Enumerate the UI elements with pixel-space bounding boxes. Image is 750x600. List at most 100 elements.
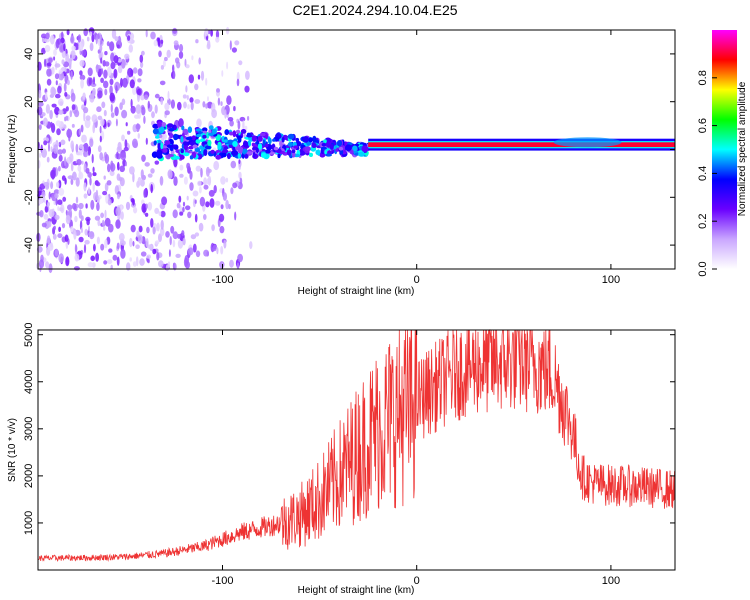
heatmap-cell	[92, 166, 95, 173]
heatmap-cell	[160, 65, 164, 70]
heatmap-cell	[295, 137, 300, 142]
snr-ticks: -100 0 100 1000 2000 3000 4000 5000	[23, 322, 675, 587]
heatmap-cell	[67, 204, 73, 211]
heatmap-cell	[46, 156, 50, 163]
heatmap-cell	[87, 150, 91, 157]
heatmap-cell	[237, 136, 242, 143]
heatmap-cell	[156, 149, 163, 157]
y-tick-label: -40	[23, 237, 35, 253]
heatmap-cell	[48, 142, 50, 152]
heatmap-cell	[129, 237, 133, 248]
spectrogram-xlabel: Height of straight line (km)	[298, 286, 415, 297]
heatmap-cell	[210, 149, 215, 154]
heatmap-cell	[118, 233, 125, 242]
heatmap-cell	[202, 101, 206, 108]
heatmap-cell	[120, 240, 126, 246]
heatmap-cell	[78, 209, 82, 219]
heatmap-cell	[104, 51, 108, 56]
heatmap-cell	[50, 146, 53, 153]
heatmap-cell	[39, 152, 42, 158]
heatmap-cell	[53, 144, 59, 155]
heatmap-cell	[129, 79, 135, 89]
heatmap-cell	[187, 211, 192, 219]
heatmap-cell	[57, 233, 63, 239]
heatmap-cell	[224, 109, 227, 119]
snr-xlabel: Height of straight line (km)	[298, 585, 415, 596]
heatmap-cell	[120, 248, 126, 259]
heatmap-cell	[143, 115, 146, 124]
heatmap-cell	[107, 163, 111, 173]
heatmap-cell	[251, 135, 257, 142]
heatmap-cell	[234, 40, 240, 46]
heatmap-cell	[82, 143, 89, 152]
heatmap-cell	[201, 141, 208, 145]
heatmap-cell	[38, 83, 41, 92]
colorbar-tick-label: 0.8	[697, 70, 709, 85]
heatmap-cell	[235, 129, 241, 134]
heatmap-cell	[178, 195, 182, 203]
x-tick-label: -100	[211, 274, 233, 286]
heatmap-cell	[43, 213, 49, 220]
heatmap-cell	[217, 143, 222, 150]
colorbar-gradient	[712, 30, 737, 269]
heatmap-cell	[110, 112, 115, 118]
heatmap-cell	[146, 254, 151, 259]
heatmap-cell	[91, 33, 95, 43]
heatmap-cell	[97, 90, 103, 99]
heatmap-cell	[287, 133, 295, 140]
heatmap-cell	[48, 57, 53, 63]
heatmap-cell	[167, 154, 175, 157]
heatmap-cell	[54, 106, 60, 115]
heatmap-cell	[230, 187, 234, 195]
x-tick-label: 100	[602, 575, 620, 587]
heatmap-cell	[117, 65, 123, 74]
heatmap-cell	[55, 80, 58, 86]
heatmap-cell	[125, 201, 131, 211]
heatmap-cell	[175, 253, 181, 258]
heatmap-cell	[226, 95, 232, 106]
heatmap-cell	[194, 99, 201, 104]
heatmap-cell	[252, 152, 256, 158]
heatmap-cell	[45, 32, 50, 40]
snr-ylabel: SNR (10 * v/v)	[7, 418, 18, 482]
heatmap-cell	[189, 170, 193, 180]
heatmap-cell	[84, 239, 90, 245]
heatmap-cell	[147, 173, 153, 178]
heatmap-cell	[119, 102, 123, 110]
heatmap-cell	[143, 94, 149, 100]
heatmap-cell	[119, 165, 125, 173]
heatmap-cell	[260, 152, 267, 158]
heatmap-cell	[134, 114, 140, 119]
heatmap-cell	[312, 135, 317, 143]
heatmap-cell	[132, 141, 138, 149]
y-tick-label: 3000	[23, 417, 35, 441]
heatmap-cell	[178, 118, 184, 128]
heatmap-cell	[77, 165, 82, 172]
heatmap-cell	[44, 206, 49, 213]
heatmap-cell	[188, 74, 194, 84]
heatmap-cell	[74, 253, 80, 262]
heatmap-cell	[86, 36, 90, 42]
heatmap-cell	[104, 154, 110, 164]
heatmap-cell	[61, 31, 64, 39]
heatmap-cell	[173, 155, 180, 160]
heatmap-cell	[88, 225, 90, 232]
heatmap-cell	[170, 225, 175, 234]
heatmap-cell	[135, 104, 142, 114]
heatmap-cell	[58, 253, 64, 264]
heatmap-cell	[205, 166, 210, 177]
heatmap-cell	[179, 173, 184, 178]
heatmap-cell	[192, 190, 199, 197]
heatmap-cell	[83, 244, 87, 254]
heatmap-cell	[230, 160, 237, 169]
heatmap-cell	[249, 241, 253, 250]
heatmap-cell	[160, 210, 166, 218]
heatmap-cell	[145, 137, 148, 145]
heatmap-cell	[247, 140, 252, 147]
heatmap-cell	[150, 218, 154, 228]
heatmap-cell	[315, 149, 321, 155]
heatmap-cell	[76, 159, 82, 166]
heatmap-cell	[71, 45, 76, 51]
heatmap-cell	[47, 220, 52, 228]
